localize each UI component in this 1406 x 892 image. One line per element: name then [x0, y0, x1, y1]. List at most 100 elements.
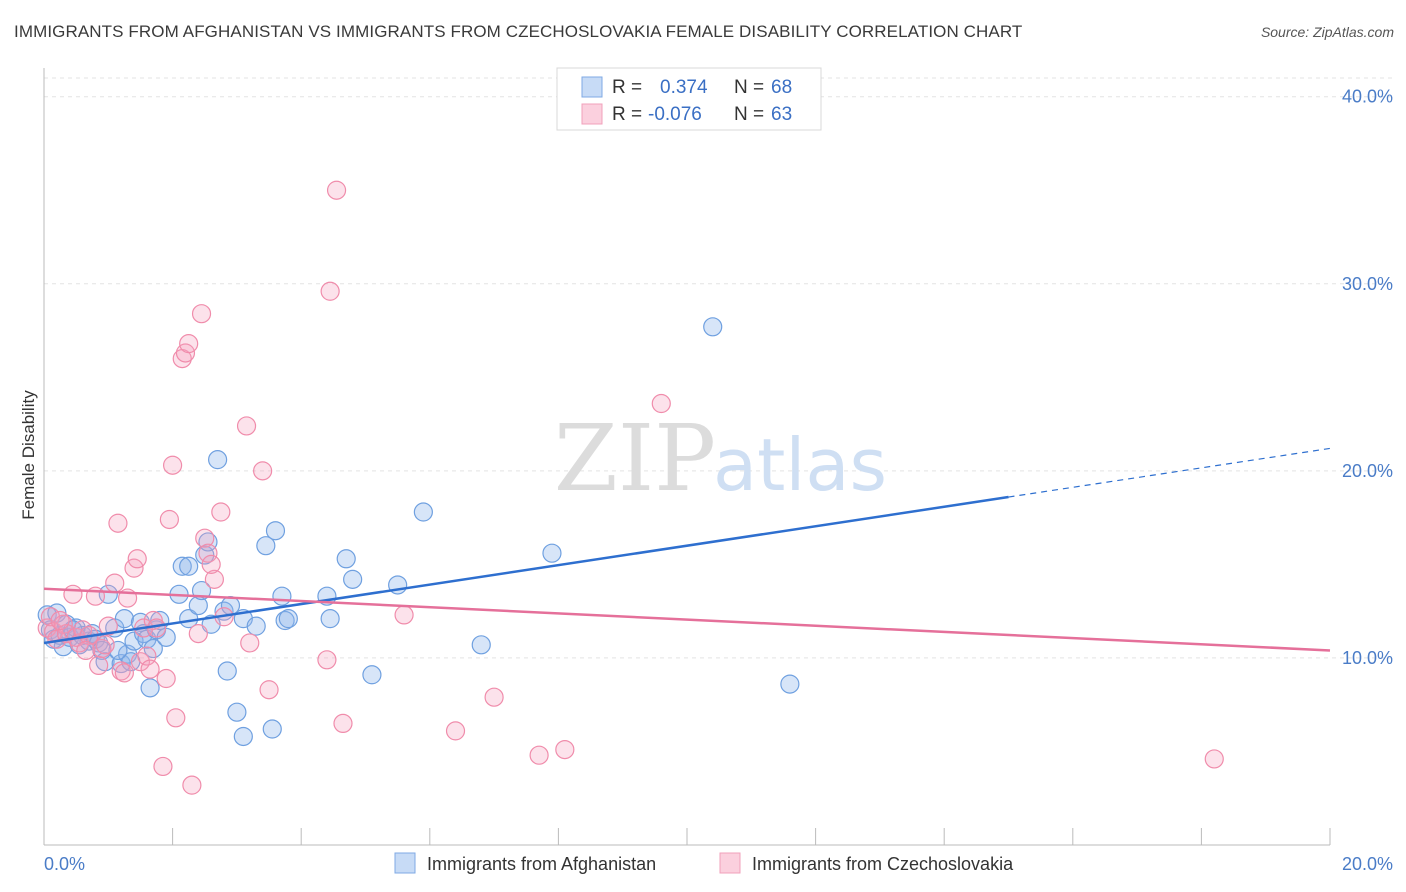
y-tick-label-2: 30.0%: [1342, 274, 1393, 294]
watermark-atlas: atlas: [713, 423, 887, 507]
czechoslovakia-point-60: [114, 663, 134, 683]
trend-line-czechoslovakia: [43, 587, 1331, 652]
afghanistan-point-48: [246, 616, 266, 636]
czechoslovakia-point-48: [320, 281, 340, 301]
afghanistan-point-49: [256, 536, 276, 556]
czechoslovakia-point-46: [259, 680, 279, 700]
afghanistan-point-57: [336, 549, 356, 569]
y-tick-label-3: 40.0%: [1342, 87, 1393, 107]
source-label: Source: ZipAtlas.com: [1260, 24, 1394, 40]
afghanistan-point-45: [227, 702, 247, 722]
afghanistan-point-46: [233, 726, 253, 747]
czechoslovakia-point-6: [63, 584, 83, 604]
afghanistan-point-28: [143, 638, 163, 659]
afghanistan-point-27: [140, 678, 160, 698]
trend-line-afghanistan: [43, 495, 1009, 645]
legend-n-label-2: N =: [734, 104, 764, 125]
afghanistan-point-54: [278, 609, 298, 629]
czechoslovakia-point-13: [92, 638, 112, 659]
afghanistan-point-59: [362, 665, 382, 685]
y-tick-label-0: 10.0%: [1342, 648, 1393, 668]
afghanistan-point-43: [217, 661, 237, 681]
czechoslovakia-point-35: [182, 775, 202, 795]
afghanistan-point-52: [272, 586, 292, 606]
axes: [43, 68, 1331, 846]
afghanistan-point-34: [179, 556, 199, 576]
x-tick-label-1: 20.0%: [1342, 854, 1393, 874]
czechoslovakia-point-40: [204, 569, 224, 589]
czechoslovakia-point-18: [111, 661, 131, 681]
afghanistan-point-63: [542, 543, 562, 563]
legend-r-value-1: 0.374: [660, 77, 708, 98]
legend-n-value-1: 68: [771, 77, 792, 98]
watermark: ZIP atlas: [554, 405, 887, 512]
czechoslovakia-point-59: [76, 640, 96, 661]
grid-lines: [44, 77, 1392, 659]
czechoslovakia-point-31: [166, 708, 186, 728]
czechoslovakia-point-62: [201, 554, 221, 574]
afghanistan-point-33: [172, 556, 192, 576]
czechoslovakia-point-34: [179, 334, 199, 354]
czechoslovakia-point-49: [326, 180, 347, 200]
legend: R = 0.374 N = 68 R = -0.076 N = 63: [556, 67, 822, 131]
czechoslovakia-point-55: [555, 739, 575, 760]
czechoslovakia-point-17: [108, 513, 128, 533]
czechoslovakia-point-44: [240, 633, 260, 653]
watermark-zip: ZIP: [554, 405, 716, 512]
tick-labels: 10.0% 20.0% 30.0% 40.0% 0.0% 20.0%: [44, 87, 1393, 874]
czechoslovakia-point-50: [333, 713, 353, 734]
czechoslovakia-point-58: [50, 610, 70, 631]
czechoslovakia-point-41: [211, 502, 231, 522]
bottom-legend-label-afghanistan: Immigrants from Afghanistan: [427, 854, 656, 874]
czechoslovakia-point-30: [163, 455, 183, 475]
afghanistan-point-62: [471, 635, 491, 655]
czechoslovakia-point-54: [529, 745, 549, 765]
legend-n-label-1: N =: [734, 77, 764, 98]
afghanistan-point-20: [114, 609, 134, 629]
chart-title: IMMIGRANTS FROM AFGHANISTAN VS IMMIGRANT…: [14, 22, 1023, 41]
czechoslovakia-point-29: [159, 509, 179, 530]
y-axis-label: Female Disability: [19, 390, 38, 520]
czechoslovakia-point-36: [188, 624, 208, 644]
czechoslovakia-point-57: [1204, 749, 1224, 769]
czechoslovakia-point-14: [95, 635, 115, 655]
czechoslovakia-point-51: [394, 605, 414, 625]
afghanistan-point-58: [343, 569, 363, 589]
czechoslovakia-point-15: [98, 616, 118, 636]
legend-swatch-afghanistan: [581, 76, 603, 98]
x-tick-label-0: 0.0%: [44, 854, 85, 874]
czechoslovakia-point-53: [484, 687, 504, 707]
czechoslovakia-point-52: [445, 721, 466, 741]
czechoslovakia-point-12: [89, 655, 109, 676]
trend-lines: [43, 447, 1331, 652]
afghanistan-point-56: [320, 609, 340, 629]
afghanistan-point-64: [703, 317, 723, 337]
czechoslovakia-point-27: [153, 756, 173, 777]
czechoslovakia-point-37: [191, 304, 212, 324]
legend-n-value-2: 63: [771, 104, 792, 125]
bottom-legend-label-czechoslovakia: Immigrants from Czechoslovakia: [752, 854, 1014, 874]
trend-line-afghanistan-extension: [1008, 447, 1331, 498]
afghanistan-point-65: [780, 674, 800, 694]
czechoslovakia-point-21: [127, 549, 147, 569]
afghanistan-point-53: [275, 610, 295, 631]
bottom-legend: Immigrants from Afghanistan Immigrants f…: [394, 852, 1014, 874]
afghanistan-point-50: [262, 719, 282, 739]
afghanistan-point-51: [265, 521, 286, 541]
bottom-legend-swatch-afghanistan: [394, 852, 416, 874]
czechoslovakia-point-43: [236, 416, 257, 436]
czechoslovakia-point-38: [195, 528, 215, 548]
czechoslovakia-point-45: [253, 461, 273, 481]
y-tick-label-1: 20.0%: [1342, 461, 1393, 481]
czechoslovakia-point-28: [156, 668, 176, 689]
czechoslovakia-point-47: [317, 650, 337, 670]
czechoslovakia-point-61: [140, 659, 160, 679]
czechoslovakia-point-39: [198, 543, 218, 563]
series-afghanistan-points: [37, 317, 800, 747]
czechoslovakia-point-16: [105, 573, 125, 593]
czechoslovakia-point-56: [651, 393, 671, 414]
legend-r-label-1: R =: [612, 77, 642, 98]
legend-r-value-2: -0.076: [648, 104, 702, 125]
bottom-legend-swatch-czechoslovakia: [719, 852, 741, 874]
